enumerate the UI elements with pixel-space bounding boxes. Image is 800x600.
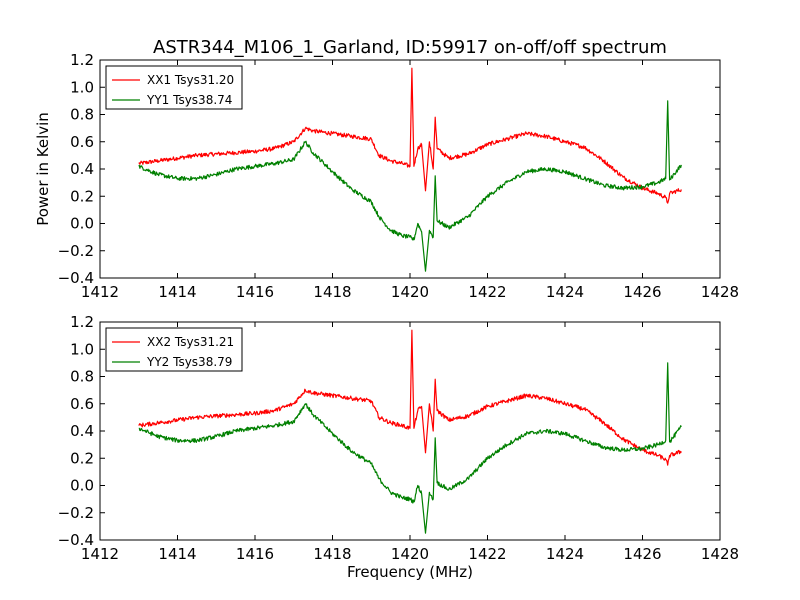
series-line-xx	[138, 67, 682, 204]
x-tick-label: 1428	[701, 283, 739, 301]
legend-entry: XX1 Tsys31.20	[147, 73, 234, 87]
x-tick-label: 1418	[313, 283, 351, 301]
x-tick-label: 1414	[158, 545, 196, 563]
legend-box	[105, 327, 243, 372]
x-tick-label: 1422	[468, 545, 506, 563]
y-tick-label: 0.2	[70, 187, 94, 205]
y-tick-label: 0.6	[70, 395, 94, 413]
y-tick-label: 0.8	[70, 368, 94, 386]
y-tick-label: 0.6	[70, 133, 94, 151]
series-line-xx	[138, 329, 682, 466]
chart-title: ASTR344_M106_1_Garland, ID:59917 on-off/…	[153, 37, 667, 58]
y-tick-label: 0.0	[70, 477, 94, 495]
x-tick-label: 1426	[623, 545, 661, 563]
y-axis-label: Power in Kelvin	[34, 112, 52, 226]
y-tick-label: 0.8	[70, 106, 94, 124]
y-tick-label: 1.2	[70, 51, 94, 69]
legend-entry: XX2 Tsys31.21	[147, 335, 234, 349]
top-spectrum-panel: 1412 1414 1416 1418 1420 1422 1424 1426 1428 −0.4…	[58, 51, 740, 301]
y-tick-label: 0.4	[70, 422, 94, 440]
y-tick-label: 1.2	[70, 313, 94, 331]
x-tick-label: 1412	[81, 283, 119, 301]
y-tick-label: 0.4	[70, 160, 94, 178]
series-line-yy	[138, 362, 682, 534]
y-tick-label: −0.2	[58, 504, 94, 522]
x-tick-label: 1418	[313, 545, 351, 563]
series-group	[138, 329, 682, 534]
legend-box	[105, 65, 243, 110]
x-tick-label: 1414	[158, 283, 196, 301]
series-group	[138, 67, 682, 272]
legend-entry: YY2 Tsys38.79	[146, 355, 232, 369]
legend-entry: YY1 Tsys38.74	[146, 93, 232, 107]
legend: XX1 Tsys31.20 YY1 Tsys38.74	[105, 65, 243, 110]
x-tick-label: 1416	[236, 545, 274, 563]
y-tick-label: 0.0	[70, 215, 94, 233]
x-tick-label: 1424	[546, 283, 584, 301]
x-tick-label: 1420	[391, 545, 429, 563]
x-tick-label: 1412	[81, 545, 119, 563]
y-tick-label: −0.2	[58, 242, 94, 260]
y-tick-label: −0.4	[58, 531, 94, 549]
x-tick-label: 1416	[236, 283, 274, 301]
legend: XX2 Tsys31.21 YY2 Tsys38.79	[105, 327, 243, 372]
bottom-spectrum-panel: 1412 1414 1416 1418 1420 1422 1424 1426 1428 −0.4…	[58, 313, 740, 563]
y-tick-label: 1.0	[70, 340, 94, 358]
y-tick-label: 0.2	[70, 449, 94, 467]
x-tick-label: 1428	[701, 545, 739, 563]
x-axis-label: Frequency (MHz)	[347, 563, 473, 581]
x-tick-label: 1424	[546, 545, 584, 563]
y-tick-label: 1.0	[70, 78, 94, 96]
x-tick-label: 1420	[391, 283, 429, 301]
x-tick-label: 1426	[623, 283, 661, 301]
y-tick-label: −0.4	[58, 269, 94, 287]
x-tick-label: 1422	[468, 283, 506, 301]
series-line-yy	[138, 100, 682, 272]
